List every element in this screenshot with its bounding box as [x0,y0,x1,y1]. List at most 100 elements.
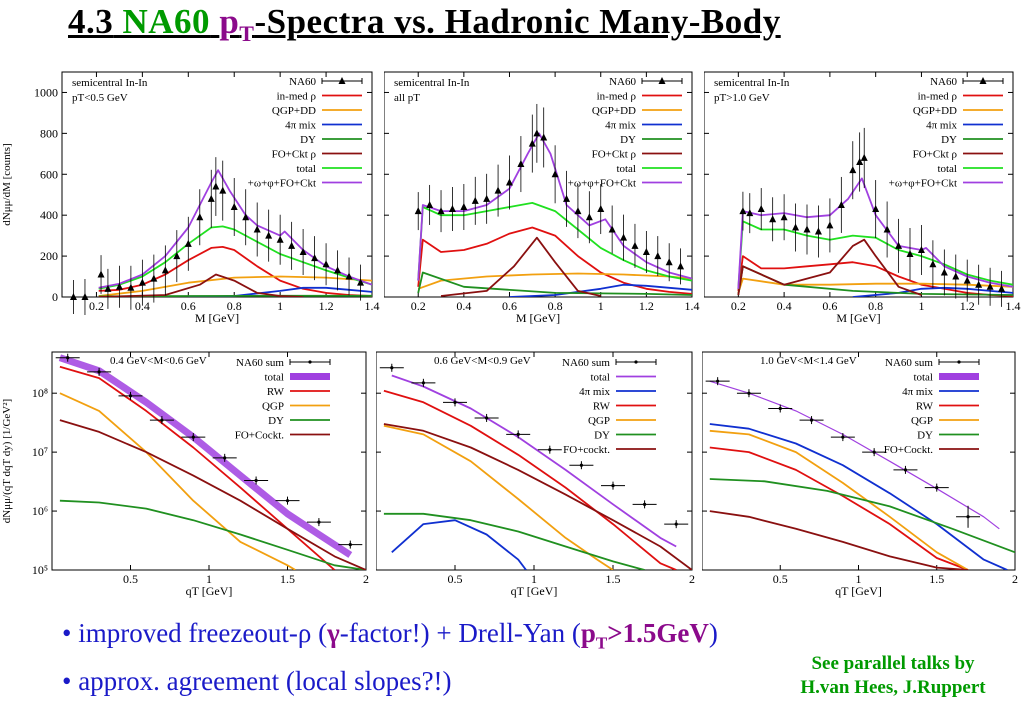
curves-group [98,169,372,297]
x-axis-label: qT [GeV] [511,584,558,598]
chart-m1: 0.2 0.4 0.6 0.8 1 1.2 1.4 0 200 400 600 800 1000 M [G… [0,68,382,332]
title-p: p [219,2,240,41]
x-tick-label: 1.5 [606,572,621,586]
data-point [739,207,747,215]
data-point [747,391,751,395]
data-point [81,293,89,300]
curve-fo [383,423,692,570]
data-point [841,435,845,439]
data-point [334,266,342,274]
data-point [253,225,261,233]
legend-label: NA60 [289,76,316,88]
curve-qgp [59,392,296,570]
data-point [516,432,520,436]
curves-group [709,380,1015,570]
x-tick-label: 0.2 [731,299,746,313]
curve-inmed [98,246,372,297]
y-tick-label: 1000 [34,85,58,99]
legend-label: 4π mix [605,120,636,132]
data-point [837,200,845,208]
legend: NA60 sum total 4π mix RW QGP DY FO+Cockt. [884,357,980,456]
data-point [856,158,864,165]
parallel-talks-note: See parallel talks by H.van Hees, J.Rupp… [800,653,986,698]
data-point [517,160,525,168]
data-point [778,406,782,411]
data-point [769,215,777,223]
data-point [299,248,307,255]
x-tick-label: 1.2 [319,299,334,313]
data-points [69,157,365,315]
y-tick-label: 800 [40,126,58,140]
curve-fock [737,238,922,296]
chart-annotation: 0.6 GeV<M<0.9 GeV [434,355,531,367]
y-tick-label: 600 [40,167,58,181]
data-point [421,381,425,385]
data-point [631,241,639,249]
legend-label: 4π mix [902,386,933,398]
x-tick-label: 1 [206,572,212,586]
x-tick-label: 0.6 [822,299,837,313]
x-tick-label: 1.4 [365,299,380,313]
x-tick-label: 0.5 [773,572,788,586]
legend-label: in-med ρ [277,91,317,103]
legend-label: RW [593,401,611,413]
title-rest: -Spectra vs. Hadronic Many-Body [254,2,781,41]
curve-dy [417,271,692,296]
legend: NA60 sum total RW QGP DY FO+Cockt. [235,357,331,442]
data-point [597,205,605,213]
data-point [903,468,908,472]
data-point [460,203,468,210]
x-tick-label: 1.4 [1006,299,1021,313]
data-point [963,276,971,284]
curve-pi4 [709,423,1008,570]
data-point [716,379,720,383]
legend-label: FO+Ckt ρ [592,149,637,161]
data-point [191,435,195,439]
legend-label: QGP+DD [913,105,957,117]
x-tick-label: 0.8 [548,299,563,313]
legend-label: total [913,372,933,384]
data-point [357,278,365,286]
data-point [929,260,937,268]
data-point [803,225,811,233]
data-point [757,205,765,213]
legend-label: QGP+DD [592,105,636,117]
x-tick-label: 1 [598,299,604,313]
data-point [285,499,290,503]
title-p-sub: T [239,21,255,46]
x-tick-label: 2 [1012,572,1018,586]
data-point [471,196,479,204]
y-tick-label: 10⁵ [32,563,48,577]
data-point [665,258,673,266]
curves-group [58,354,366,570]
legend-label: 4π mix [579,386,610,398]
chart-annotation: pT<0.5 GeV [72,92,128,104]
x-tick-label: 0.8 [227,299,242,313]
data-point [986,282,994,290]
legend-label: in-med ρ [597,91,637,103]
data-point [563,194,571,202]
x-tick-label: 0.8 [868,299,883,313]
x-axis-label: M [GeV] [516,311,560,325]
bullet-2: • approx. agreement (local slopes?!) [62,666,452,697]
x-tick-label: 1 [277,299,283,313]
legend-key-marker [308,360,312,364]
legend-label: NA60 sum [885,357,933,369]
data-point [966,515,970,519]
legend-label: total [264,372,284,384]
chart-annotation: 1.0 GeV<M<1.4 GeV [760,355,857,367]
data-point [317,520,321,524]
x-axis-label: M [GeV] [195,311,239,325]
page-title: 4.3 NA60 pT-Spectra vs. Hadronic Many-Bo… [68,2,781,46]
curve-dy [383,512,645,570]
chart-annotation: semicentral In-In [714,77,790,89]
legend-key-marker [338,77,346,84]
bullet-1: • improved freezeout-ρ (γ-factor!) + Dre… [62,618,718,653]
data-point [872,205,880,213]
x-tick-label: 0.4 [777,299,792,313]
data-point [173,252,181,260]
data-point [883,225,891,233]
legend: NA60 sum total 4π mix RW QGP DY FO+cockt. [562,357,657,456]
chart-q1: 0.5 1 1.5 2 10⁵ 10⁶ 10⁷ 10⁸ qT [GeV] dNμμ/(qT dqT… [0,346,374,608]
data-point [150,274,158,282]
